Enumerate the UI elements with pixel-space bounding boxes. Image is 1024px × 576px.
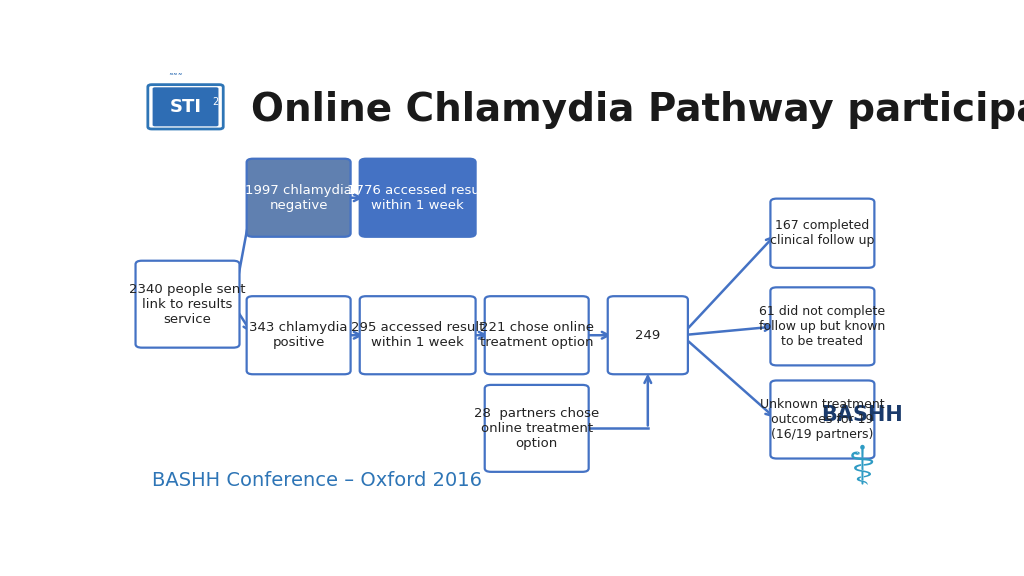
Text: 1776 accessed result
within 1 week: 1776 accessed result within 1 week — [347, 184, 488, 212]
FancyBboxPatch shape — [607, 296, 688, 374]
FancyBboxPatch shape — [147, 85, 223, 129]
FancyBboxPatch shape — [484, 385, 589, 472]
Text: 2: 2 — [212, 97, 218, 107]
Text: 221 chose online
treatment option: 221 chose online treatment option — [479, 321, 594, 349]
Text: ⚕: ⚕ — [848, 442, 877, 494]
Text: 28  partners chose
online treatment
option: 28 partners chose online treatment optio… — [474, 407, 599, 450]
Text: 2340 people sent
link to results
service: 2340 people sent link to results service — [129, 283, 246, 325]
Text: BASHH: BASHH — [821, 405, 903, 425]
FancyBboxPatch shape — [359, 296, 475, 374]
Text: Unknown treatment
outcomes for 19
(16/19 partners): Unknown treatment outcomes for 19 (16/19… — [760, 398, 885, 441]
Text: 295 accessed result
within 1 week: 295 accessed result within 1 week — [351, 321, 484, 349]
Text: ˜˜˜: ˜˜˜ — [168, 75, 182, 85]
Text: BASHH Conference – Oxford 2016: BASHH Conference – Oxford 2016 — [152, 472, 482, 491]
FancyBboxPatch shape — [247, 159, 350, 237]
FancyBboxPatch shape — [484, 296, 589, 374]
FancyBboxPatch shape — [135, 261, 240, 348]
Text: 61 did not complete
follow up but known
to be treated: 61 did not complete follow up but known … — [759, 305, 886, 348]
FancyBboxPatch shape — [770, 287, 874, 365]
FancyBboxPatch shape — [770, 199, 874, 268]
FancyBboxPatch shape — [359, 159, 475, 237]
FancyBboxPatch shape — [770, 381, 874, 458]
FancyBboxPatch shape — [247, 296, 350, 374]
Text: 249: 249 — [635, 329, 660, 342]
Text: 1997 chlamydia
negative: 1997 chlamydia negative — [245, 184, 352, 212]
Text: 343 chlamydia
positive: 343 chlamydia positive — [250, 321, 348, 349]
FancyBboxPatch shape — [153, 88, 218, 126]
Text: 167 completed
clinical follow up: 167 completed clinical follow up — [770, 219, 874, 247]
Text: Online Chlamydia Pathway participant flow: Online Chlamydia Pathway participant flo… — [251, 92, 1024, 129]
Text: STI: STI — [170, 98, 202, 116]
